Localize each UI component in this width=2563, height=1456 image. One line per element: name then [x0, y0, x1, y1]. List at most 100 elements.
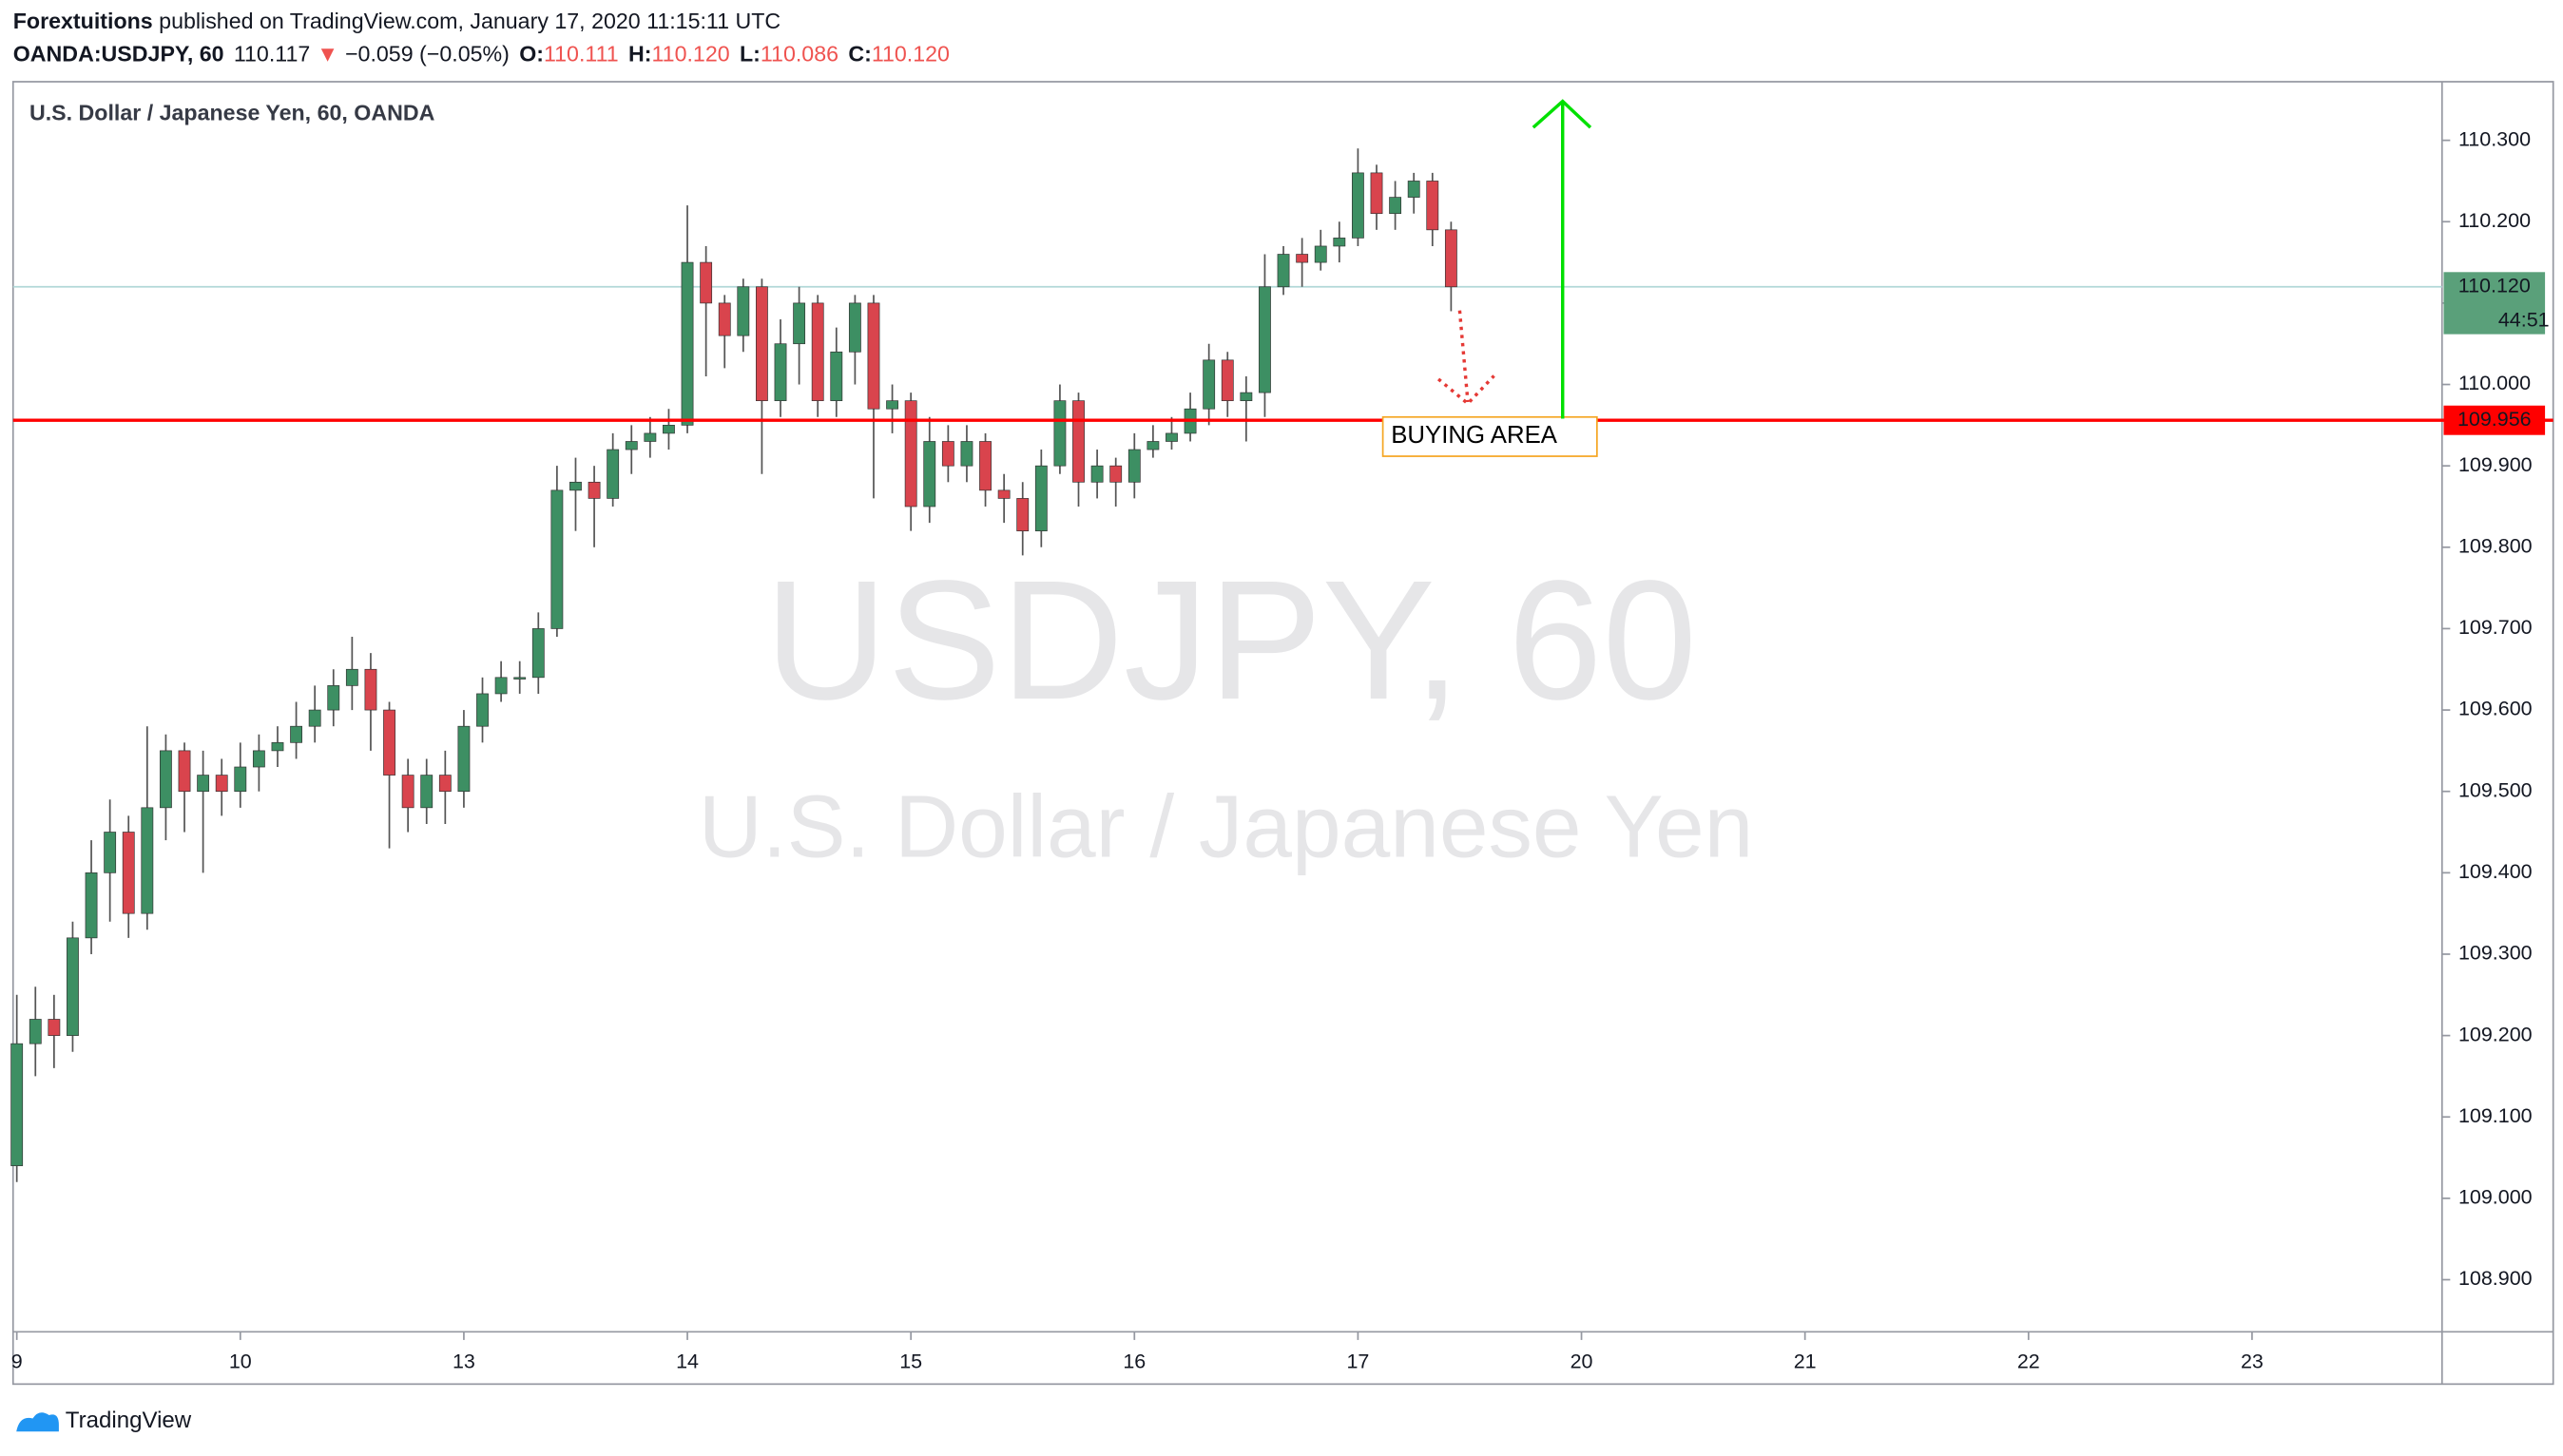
candle-body — [979, 441, 992, 491]
annotation-box — [1381, 415, 1598, 457]
candle-body — [997, 489, 1011, 499]
open-value: 110.111 — [544, 42, 619, 67]
candle-body — [681, 261, 694, 426]
pullback-arrow — [1457, 310, 1470, 403]
publish-line: Forextuitions published on TradingView.c… — [13, 9, 780, 33]
high-label: H: — [628, 42, 651, 67]
candle-body — [1090, 465, 1104, 483]
watermark-sub: U.S. Dollar / Japanese Yen — [699, 776, 1754, 875]
candle-body — [663, 425, 675, 434]
candle-body — [1203, 359, 1216, 410]
countdown: 44:51 — [2498, 309, 2550, 332]
candle-body — [85, 872, 98, 939]
candle-body — [644, 432, 657, 442]
candle-body — [625, 441, 638, 450]
candle-body — [1277, 254, 1290, 288]
candle-body — [308, 709, 321, 727]
candle-body — [271, 741, 284, 752]
candle-body — [1259, 286, 1271, 393]
candle-body — [886, 400, 898, 410]
y-tick-label: 109.100 — [2458, 1104, 2533, 1127]
candle-body — [1166, 432, 1178, 442]
watermark: USDJPY, 60 — [764, 545, 1697, 735]
candle-body — [104, 832, 117, 873]
candle-body — [531, 628, 545, 679]
price-label-bg — [2443, 272, 2546, 335]
candle-body — [1407, 181, 1420, 198]
price-label: 110.120 — [2458, 274, 2531, 297]
candle-body — [67, 937, 79, 1036]
y-tick-label: 110.300 — [2458, 127, 2531, 150]
brand: TradingView — [66, 1408, 192, 1433]
x-tick-label: 10 — [229, 1351, 252, 1373]
y-tick-label: 109.600 — [2458, 698, 2533, 720]
candle-body — [290, 725, 302, 743]
candle-body — [1109, 465, 1123, 483]
low-label: L: — [740, 42, 761, 67]
candle-body — [29, 1019, 42, 1044]
candle-body — [1127, 449, 1141, 483]
pullback-arrow-head — [1436, 374, 1495, 407]
candle-body — [1016, 498, 1030, 532]
last-price: 110.117 — [234, 42, 310, 67]
candle-body — [160, 750, 172, 809]
candle-body — [476, 693, 489, 727]
x-tick-label: 22 — [2017, 1351, 2040, 1373]
annotation: BUYING AREA — [1391, 422, 1558, 449]
candle-body — [197, 775, 210, 793]
candle-body — [960, 441, 973, 467]
y-tick-label: 109.200 — [2458, 1023, 2533, 1045]
x-tick-label: 16 — [1123, 1351, 1146, 1373]
candle-body — [178, 750, 191, 793]
candle-body — [420, 775, 434, 809]
close-label: C: — [848, 42, 871, 67]
chart-title: U.S. Dollar / Japanese Yen, 60, OANDA — [29, 100, 435, 125]
y-tick-label: 109.900 — [2458, 453, 2533, 476]
candle-body — [923, 441, 936, 508]
y-tick-label: 109.300 — [2458, 942, 2533, 965]
candle-body — [774, 343, 787, 402]
candle-body — [1426, 181, 1439, 231]
candle-body — [215, 775, 228, 793]
down-arrow: ▼ — [317, 42, 338, 67]
candle-body — [867, 302, 880, 410]
x-tick-label: 13 — [453, 1351, 475, 1373]
logo — [16, 1412, 59, 1432]
candle-body — [756, 286, 768, 402]
level-label-bg — [2443, 405, 2546, 435]
candle-body — [141, 807, 154, 914]
candle-body — [1221, 359, 1234, 402]
level-label: 109.956 — [2457, 408, 2532, 431]
candle-body — [327, 685, 340, 711]
candle-body — [345, 668, 358, 686]
candle-body — [1333, 238, 1346, 247]
candle-body — [513, 677, 527, 680]
candle-body — [383, 709, 395, 776]
candle-body — [550, 489, 564, 629]
high-value: 110.120 — [651, 42, 729, 67]
candle-body — [700, 261, 713, 304]
candle-body — [588, 481, 601, 499]
candle-body — [1351, 172, 1364, 239]
y-tick-label: 108.900 — [2458, 1267, 2533, 1290]
candle-body — [1296, 254, 1309, 263]
y-tick-label: 110.200 — [2458, 209, 2531, 232]
y-tick-label: 109.000 — [2458, 1186, 2533, 1209]
candle-body — [737, 286, 750, 336]
candle-body — [48, 1019, 61, 1036]
symbol-line: OANDA:USDJPY, 60 110.117 ▼ −0.059 (−0.05%) O… — [13, 42, 950, 67]
x-tick-label: 20 — [1571, 1351, 1593, 1373]
candle-body — [1034, 465, 1048, 532]
candle-body — [438, 775, 452, 793]
candle-body — [848, 302, 861, 353]
candle-body — [1072, 400, 1085, 483]
low-value: 110.086 — [761, 42, 838, 67]
published: published on TradingView.com, January 17… — [159, 9, 780, 33]
candle-body — [607, 449, 620, 499]
candle-body — [457, 725, 471, 793]
symbol: OANDA:USDJPY, 60 — [13, 42, 224, 67]
candle-body — [830, 351, 843, 402]
target-arrow-head — [1532, 99, 1592, 129]
footer: TradingView — [16, 1408, 192, 1433]
candle-body — [811, 302, 824, 402]
